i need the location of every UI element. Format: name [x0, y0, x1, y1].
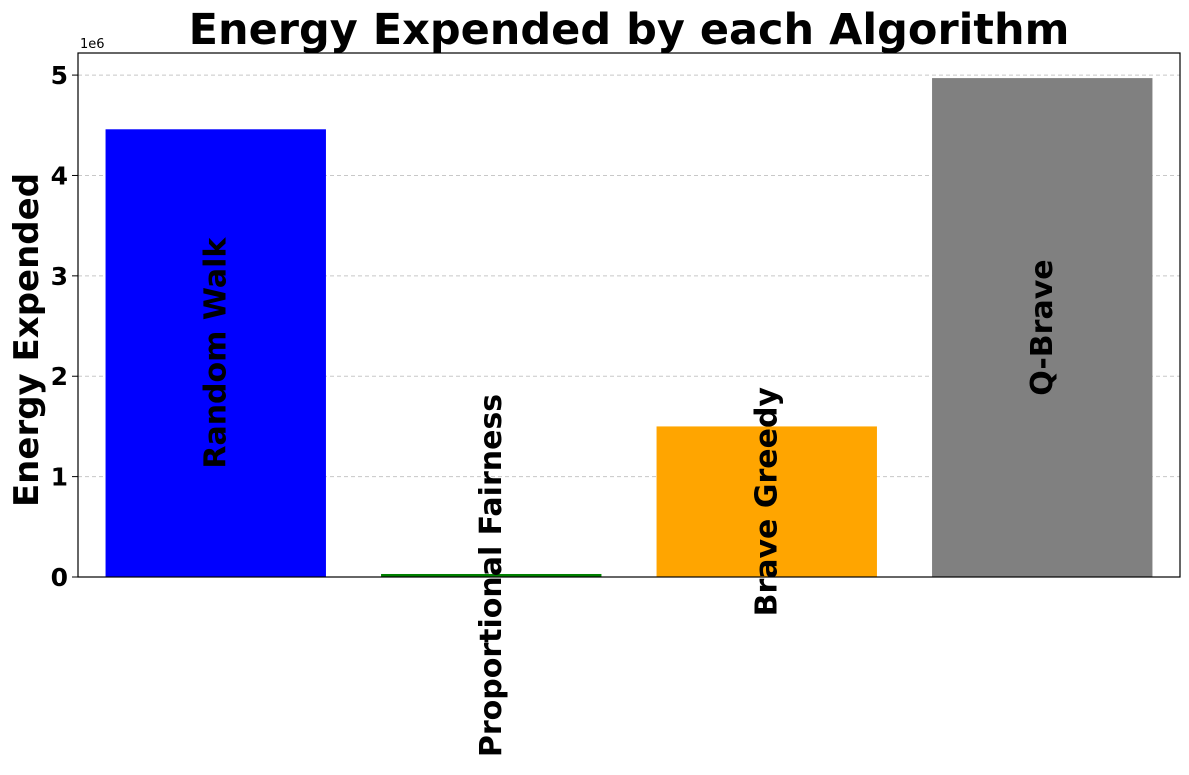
- bar-label: Q-Brave: [1025, 259, 1060, 395]
- bar-labels: Random Walk Proportional Fairness Brave Gr…: [199, 237, 1061, 758]
- bar-label: Brave Greedy: [750, 387, 785, 617]
- bar: [381, 573, 602, 577]
- y-tick-label: 0: [51, 563, 68, 592]
- y-tick-label: 5: [51, 61, 68, 90]
- y-tick-label: 2: [51, 362, 68, 391]
- bar: [105, 129, 326, 577]
- bar: [656, 426, 877, 577]
- plot-frame: [77, 52, 1181, 578]
- bar-label: Proportional Fairness: [474, 394, 509, 757]
- y-ticks: 0 1 2 3 4 5: [51, 61, 78, 592]
- y-axis-label: Energy Expended: [7, 173, 47, 507]
- y-tick-label: 1: [51, 463, 68, 492]
- bar: [932, 78, 1153, 577]
- y-tick-label: 3: [51, 262, 68, 291]
- y-axis-offset-label: 1e6: [80, 37, 105, 52]
- bars: [105, 78, 1153, 577]
- chart-title: Energy Expended by each Algorithm: [189, 5, 1070, 55]
- bar-label: Random Walk: [199, 237, 234, 469]
- y-tick-label: 4: [51, 161, 68, 190]
